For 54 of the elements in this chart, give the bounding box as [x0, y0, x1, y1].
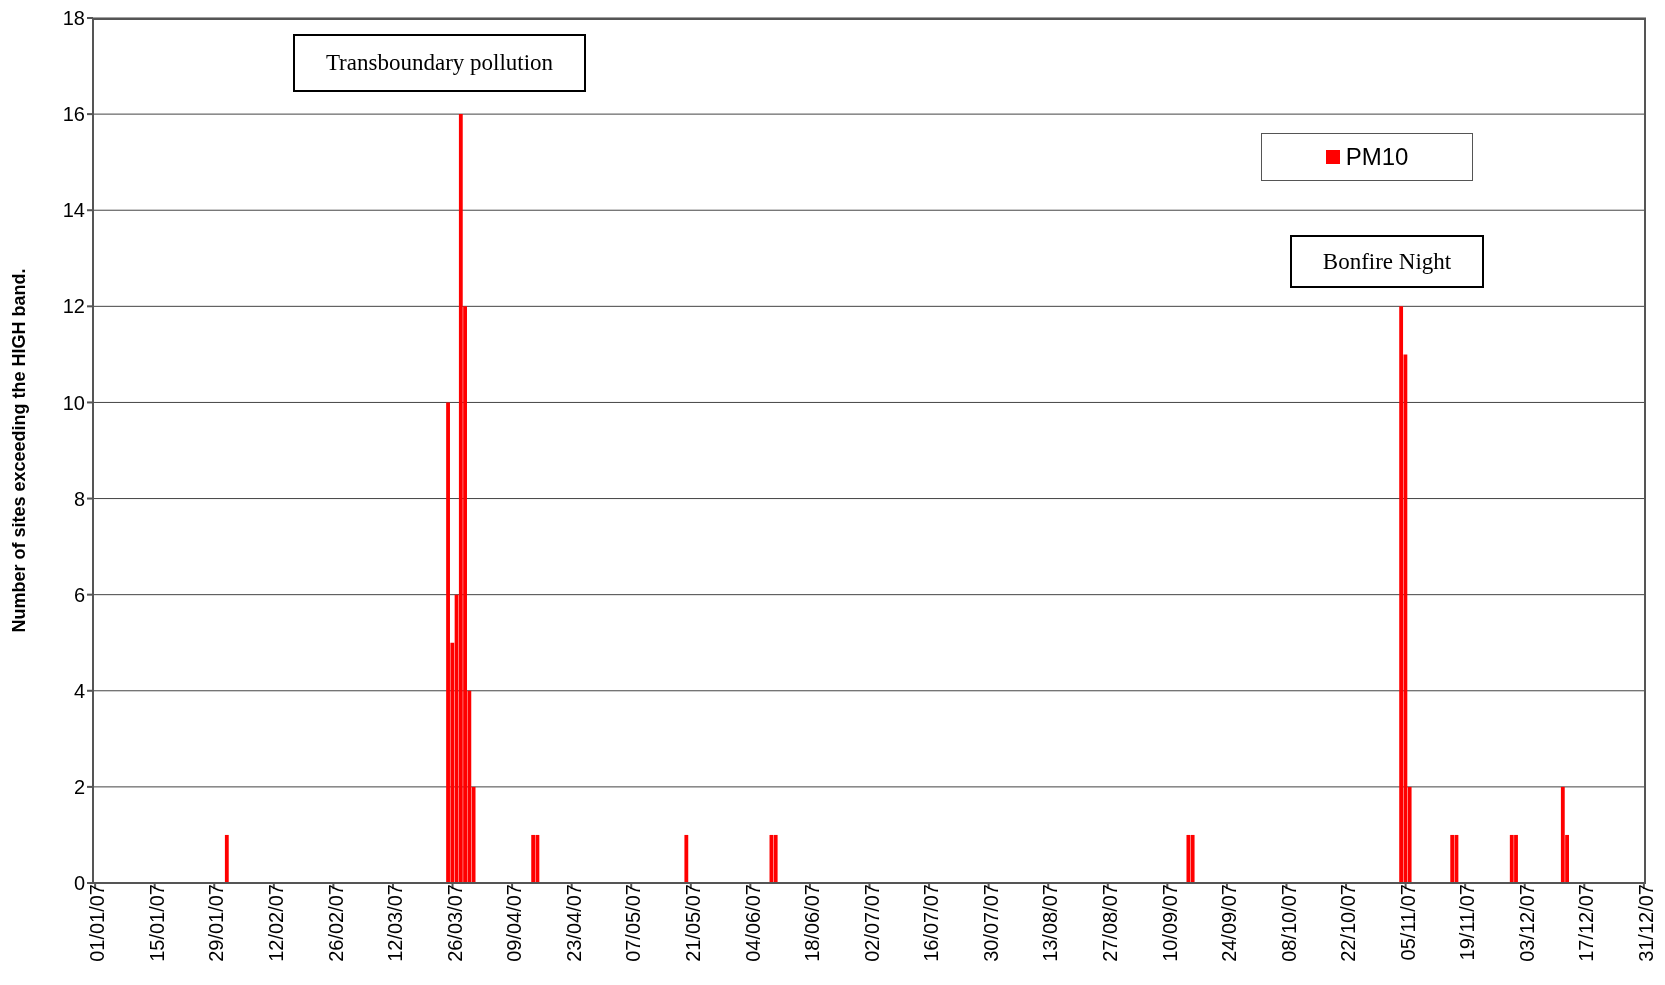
- x-tick-label: 08/10/07: [1277, 884, 1300, 962]
- x-tick-label: 26/02/07: [324, 884, 347, 962]
- x-tick-label: 31/12/07: [1635, 884, 1658, 962]
- x-tick-label: 01/01/07: [86, 884, 109, 962]
- x-tick-label: 03/12/07: [1515, 884, 1538, 962]
- bar: [531, 834, 536, 883]
- bar: [1514, 834, 1518, 883]
- bar: [1560, 786, 1565, 883]
- y-tick-label: 4: [73, 679, 85, 702]
- y-tick-label: 16: [62, 103, 85, 126]
- x-tick-label: 07/05/07: [622, 884, 645, 962]
- x-tick-label: 16/07/07: [920, 884, 943, 962]
- y-tick-label: 12: [62, 295, 85, 318]
- bar: [1450, 834, 1455, 883]
- y-tick-label: 8: [73, 487, 85, 510]
- bar: [1509, 834, 1514, 883]
- x-tick-label: 10/09/07: [1158, 884, 1181, 962]
- x-tick-label: 18/06/07: [801, 884, 824, 962]
- bar: [1190, 834, 1195, 883]
- y-axis-title: Number of sites exceeding the HIGH band.: [9, 268, 30, 633]
- x-tick-label: 26/03/07: [443, 884, 466, 962]
- x-tick-label: 22/10/07: [1337, 884, 1360, 962]
- x-tick-label: 04/06/07: [741, 884, 764, 962]
- x-tick-label: 15/01/07: [145, 884, 168, 962]
- x-tick-label: 21/05/07: [682, 884, 704, 962]
- bar: [535, 834, 540, 883]
- y-tick-label: 18: [62, 7, 85, 30]
- legend-label: PM10: [1345, 143, 1409, 171]
- x-tick-label: 29/01/07: [205, 884, 228, 962]
- y-tick-label: 10: [62, 391, 85, 414]
- x-tick-label: 13/08/07: [1039, 884, 1062, 962]
- annotation: Bonfire Night: [1290, 235, 1484, 288]
- x-tick-label: 30/07/07: [979, 884, 1002, 962]
- x-tick-label: 19/11/07: [1456, 884, 1479, 961]
- bar: [684, 834, 689, 883]
- x-tick-label: 23/04/07: [562, 884, 585, 962]
- x-tick-label: 05/11/07: [1396, 884, 1419, 961]
- bar: [446, 402, 450, 883]
- x-tick-label: 24/09/07: [1218, 884, 1241, 962]
- x-tick-label: 12/02/07: [265, 884, 288, 962]
- bar: [458, 114, 463, 883]
- bar: [1186, 834, 1191, 883]
- x-tick-label: 09/04/07: [503, 884, 526, 962]
- y-tick-label: 6: [73, 583, 85, 606]
- bar: [773, 834, 778, 883]
- annotation: Transboundary pollution: [293, 34, 586, 92]
- y-tick-label: 14: [62, 199, 85, 222]
- x-tick-label: 12/03/07: [384, 884, 407, 962]
- bar: [1399, 306, 1404, 883]
- x-tick-label: 17/12/07: [1575, 884, 1598, 962]
- y-tick-label: 0: [73, 872, 85, 895]
- x-tick-label: 02/07/07: [860, 884, 883, 962]
- x-tick-label: 27/08/07: [1098, 884, 1121, 962]
- y-tick-label: 2: [73, 775, 85, 798]
